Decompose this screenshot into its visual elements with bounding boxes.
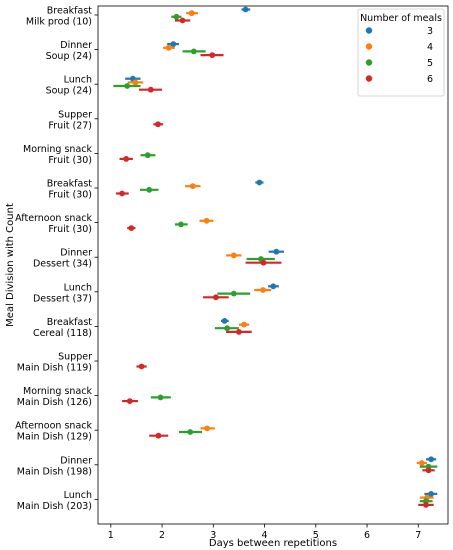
data-point bbox=[242, 6, 249, 13]
data-point bbox=[126, 398, 133, 404]
data-point bbox=[138, 363, 145, 370]
data-point bbox=[273, 248, 280, 255]
data-point bbox=[204, 425, 211, 432]
data-point bbox=[428, 456, 434, 463]
data-point bbox=[190, 48, 197, 55]
data-point bbox=[144, 152, 151, 159]
data-point bbox=[241, 321, 247, 328]
x-tick-label: 6 bbox=[364, 530, 370, 541]
data-point bbox=[124, 83, 131, 89]
data-point bbox=[165, 44, 172, 51]
y-tick-label: Dinner Dessert (34) bbox=[33, 248, 92, 270]
y-tick-label: Lunch Soup (24) bbox=[46, 75, 92, 97]
plot-frame bbox=[97, 5, 449, 525]
legend-label: 3 bbox=[427, 26, 433, 37]
y-tick-label: Morning snack Main Dish (126) bbox=[17, 386, 93, 408]
data-point bbox=[203, 217, 210, 224]
y-tick-label: Afternoon snack Main Dish (129) bbox=[15, 421, 92, 443]
data-point bbox=[224, 325, 231, 332]
legend-title: Number of meals bbox=[360, 13, 442, 24]
data-point bbox=[212, 294, 219, 301]
legend-items: 3 4 5 6 bbox=[365, 26, 433, 85]
x-tick-label: 3 bbox=[210, 530, 216, 541]
data-point bbox=[423, 502, 429, 508]
data-point bbox=[270, 283, 277, 290]
y-axis-label: Meal Division with Count bbox=[5, 203, 16, 327]
y-tick-label: Breakfast Fruit (30) bbox=[47, 179, 92, 201]
y-tick-label: Dinner Soup (24) bbox=[46, 40, 93, 62]
data-point bbox=[170, 41, 177, 47]
data-point bbox=[132, 79, 139, 86]
y-tick-label: Afternoon snack Fruit (30) bbox=[15, 213, 92, 235]
data-point bbox=[260, 287, 266, 293]
data-point bbox=[157, 394, 164, 401]
data-point bbox=[188, 10, 195, 17]
plot-layer bbox=[113, 6, 438, 508]
x-tick-label: 5 bbox=[313, 530, 319, 541]
data-point bbox=[428, 491, 434, 497]
data-point bbox=[146, 186, 153, 193]
legend-marker bbox=[365, 43, 373, 50]
data-point bbox=[119, 190, 125, 197]
y-tick-label: Lunch Main Dish (203) bbox=[17, 490, 92, 512]
x-tick-label: 7 bbox=[415, 530, 421, 541]
y-tick-label: Supper Fruit (27) bbox=[48, 109, 92, 131]
legend-box bbox=[357, 8, 445, 97]
data-point bbox=[179, 17, 186, 24]
data-point bbox=[189, 183, 196, 190]
y-tick-label: Breakfast Cereal (118) bbox=[33, 317, 92, 339]
legend-marker bbox=[365, 27, 373, 34]
data-point bbox=[230, 252, 237, 259]
data-point bbox=[155, 121, 161, 128]
data-point bbox=[418, 460, 425, 466]
data-point bbox=[236, 329, 242, 335]
data-point bbox=[260, 259, 267, 266]
data-point bbox=[256, 179, 263, 186]
ticks-layer: 1 2 3 4 5 6 7 Breakfast Milk prod (10) Dinner Soup… bbox=[15, 6, 421, 542]
x-tick-label: 1 bbox=[108, 530, 114, 541]
data-point bbox=[187, 429, 194, 435]
y-tick-label: Dinner Main Dish (198) bbox=[17, 455, 92, 477]
legend-marker bbox=[365, 59, 373, 66]
data-point bbox=[155, 432, 162, 439]
y-tick-label: Supper Main Dish (119) bbox=[17, 352, 92, 374]
x-tick-label: 4 bbox=[262, 530, 268, 541]
x-tick-label: 2 bbox=[159, 530, 165, 541]
legend-label: 6 bbox=[427, 74, 433, 85]
data-point bbox=[221, 318, 228, 324]
legend-label: 4 bbox=[427, 42, 433, 53]
legend-marker bbox=[365, 75, 373, 82]
y-tick-label: Morning snack Fruit (30) bbox=[23, 144, 92, 166]
legend: Number of meals 3 4 5 6 bbox=[357, 8, 445, 97]
x-axis-label: Days between repetitions bbox=[209, 538, 337, 549]
data-point bbox=[173, 13, 180, 20]
data-point bbox=[425, 467, 432, 474]
data-point bbox=[209, 52, 216, 58]
y-tick-label: Lunch Dessert (37) bbox=[33, 282, 92, 304]
legend-label: 5 bbox=[427, 58, 433, 69]
data-point bbox=[230, 290, 237, 297]
data-point bbox=[128, 225, 135, 232]
y-tick-label: Breakfast Milk prod (10) bbox=[26, 6, 92, 28]
data-point bbox=[178, 221, 184, 228]
data-point bbox=[123, 156, 130, 162]
data-point bbox=[147, 86, 154, 93]
